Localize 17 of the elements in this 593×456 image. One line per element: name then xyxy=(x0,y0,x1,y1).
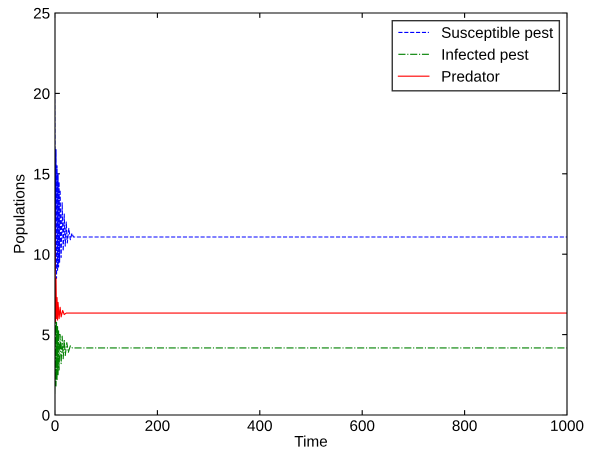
x-tick-label: 200 xyxy=(145,420,170,432)
legend-label: Predator xyxy=(442,70,500,82)
y-axis-title: Populations xyxy=(13,174,28,253)
y-tick-label: 5 xyxy=(42,330,50,340)
x-tick-label: 800 xyxy=(452,420,477,432)
y-tick-label: 15 xyxy=(34,168,50,180)
legend-label: Infected pest xyxy=(442,48,529,63)
x-tick-label: 600 xyxy=(350,420,374,432)
y-tick-label: 0 xyxy=(42,410,50,421)
y-tick-label: 20 xyxy=(34,88,50,100)
y-tick-label: 25 xyxy=(34,8,50,19)
x-tick-label: 400 xyxy=(247,420,272,432)
x-tick-label: 0 xyxy=(51,420,59,432)
x-tick-label: 1000 xyxy=(551,420,584,432)
x-axis-title: Time xyxy=(294,435,328,447)
y-tick-label: 10 xyxy=(34,249,50,260)
legend-label: Susceptible pest xyxy=(442,26,554,41)
